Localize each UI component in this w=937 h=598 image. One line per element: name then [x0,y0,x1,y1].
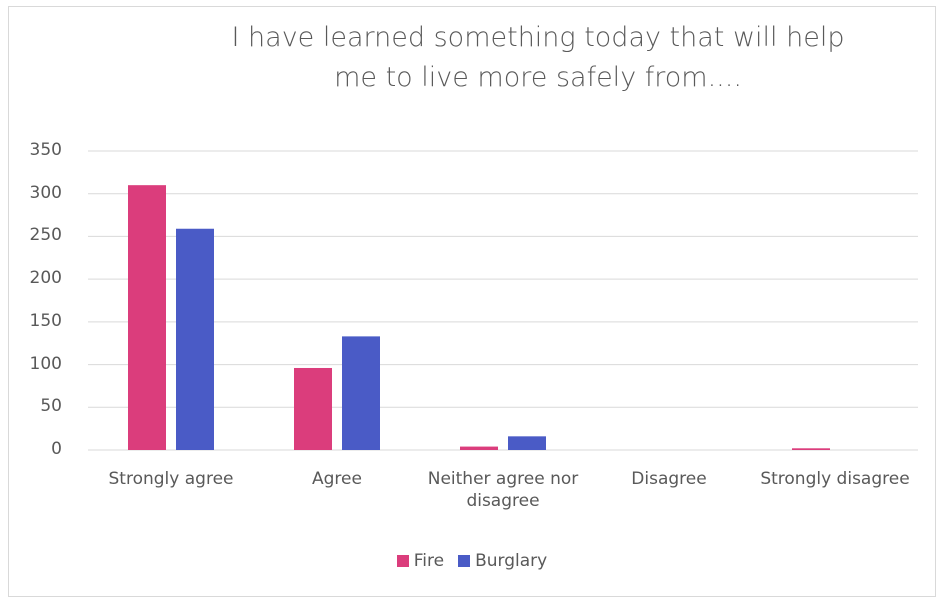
x-tick-label: Neither agree nor disagree [427,469,579,511]
bar [792,448,830,450]
x-tick-label: Disagree [631,469,707,489]
legend: Fire Burglary [8,551,936,571]
legend-swatch [396,555,409,567]
legend-label: Burglary [475,551,548,571]
bar [176,228,214,450]
x-tick-label: Agree [312,469,362,489]
legend-item: Fire [396,551,445,571]
bar [342,336,380,450]
bar [460,446,498,450]
y-tick-label: 150 [29,310,62,331]
bar [508,436,546,450]
legend-label: Fire [413,551,445,571]
chart-border [8,6,936,597]
y-tick-label: 100 [29,353,62,374]
bar [294,367,332,450]
x-tick-label: Strongly agree [108,469,234,489]
y-tick-label: 250 [29,225,62,246]
legend-item: Burglary [458,551,547,571]
y-tick-label: 350 [29,140,62,160]
y-tick-label: 200 [29,268,62,289]
y-tick-label: 50 [40,396,62,417]
y-tick-label: 0 [51,439,62,459]
x-tick-label: Strongly disagree [760,469,910,489]
chart-title: I have learned something today that will… [231,22,845,93]
y-tick-label: 300 [29,182,62,203]
bar [128,185,166,450]
legend-swatch [458,555,471,567]
